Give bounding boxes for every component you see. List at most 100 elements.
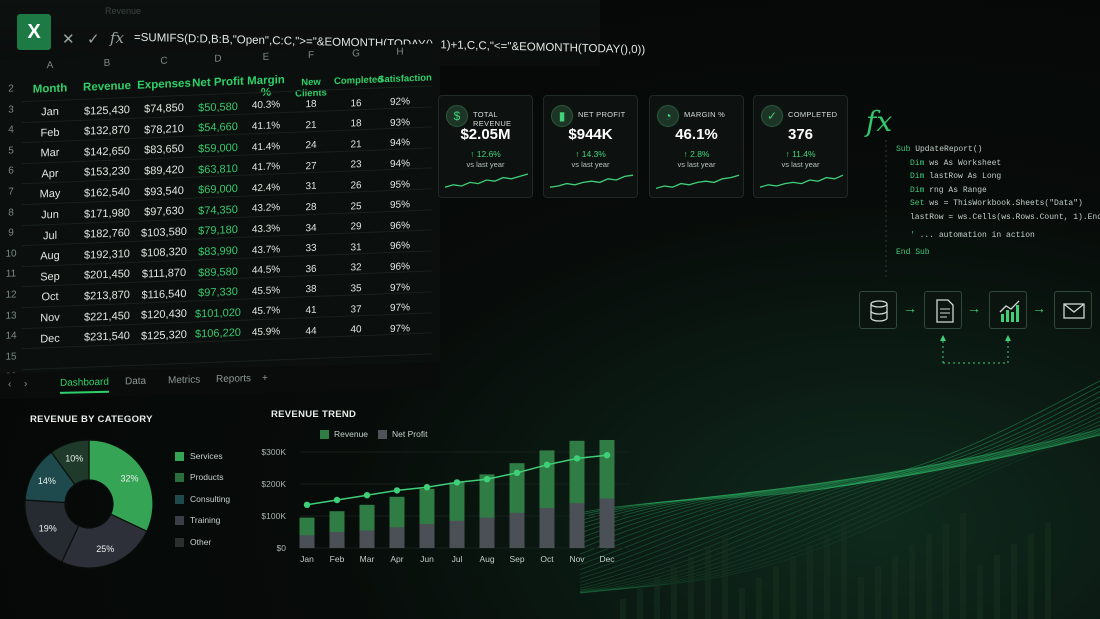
table-cell[interactable]: 93%: [389, 117, 410, 129]
table-cell[interactable]: $106,220: [195, 327, 241, 341]
table-cell[interactable]: 41.4%: [251, 140, 281, 153]
table-cell[interactable]: $120,430: [141, 308, 187, 322]
table-cell[interactable]: 41.7%: [251, 161, 281, 174]
table-cell[interactable]: 33: [305, 243, 317, 255]
table-cell[interactable]: 95%: [389, 178, 410, 191]
table-cell[interactable]: 25: [350, 200, 362, 213]
table-cell[interactable]: 28: [305, 201, 317, 214]
table-cell[interactable]: 43.7%: [251, 243, 281, 256]
table-cell[interactable]: $171,980: [84, 206, 130, 221]
table-cell[interactable]: Aug: [40, 249, 60, 263]
table-cell[interactable]: $162,540: [84, 186, 130, 200]
table-cell[interactable]: $78,210: [144, 122, 184, 137]
column-header[interactable]: G: [352, 48, 360, 60]
tab-metrics[interactable]: Metrics: [168, 374, 201, 387]
add-sheet-button[interactable]: +: [262, 372, 268, 384]
table-cell[interactable]: $59,000: [198, 141, 238, 156]
table-cell[interactable]: $63,810: [198, 162, 238, 176]
table-cell[interactable]: $93,540: [144, 184, 184, 199]
table-cell[interactable]: $192,310: [84, 247, 130, 262]
table-cell[interactable]: 43.2%: [251, 202, 281, 215]
table-cell[interactable]: Mar: [40, 146, 60, 160]
row-number[interactable]: 2: [8, 83, 14, 95]
row-number[interactable]: 13: [5, 309, 17, 322]
table-cell[interactable]: $213,870: [84, 289, 130, 303]
table-cell[interactable]: $142,650: [84, 144, 130, 159]
table-cell[interactable]: Sep: [40, 270, 60, 284]
row-number[interactable]: 9: [8, 227, 14, 239]
column-header[interactable]: B: [103, 57, 111, 70]
table-cell[interactable]: May: [39, 188, 61, 201]
row-number[interactable]: 5: [8, 145, 14, 157]
row-number[interactable]: 12: [5, 289, 17, 301]
column-header[interactable]: A: [46, 59, 54, 72]
table-cell[interactable]: 41.1%: [251, 120, 281, 133]
tab-dashboard[interactable]: Dashboard: [60, 376, 109, 394]
table-cell[interactable]: 27: [305, 160, 317, 173]
table-cell[interactable]: $221,450: [84, 309, 130, 324]
table-cell[interactable]: $83,990: [198, 244, 238, 259]
table-cell[interactable]: 45.5%: [251, 285, 281, 298]
cancel-icon[interactable]: ✕: [62, 31, 75, 48]
table-cell[interactable]: $153,230: [84, 165, 130, 180]
row-number[interactable]: 15: [5, 351, 17, 363]
table-cell[interactable]: $79,180: [198, 224, 238, 238]
table-cell[interactable]: 21: [305, 119, 317, 131]
table-cell[interactable]: 29: [350, 221, 362, 233]
table-cell[interactable]: $108,320: [141, 246, 187, 260]
table-cell[interactable]: Jun: [41, 208, 59, 222]
header-cell[interactable]: Expenses: [137, 77, 191, 92]
table-cell[interactable]: $103,580: [141, 225, 187, 240]
table-cell[interactable]: 45.9%: [251, 326, 281, 339]
column-header[interactable]: F: [307, 49, 315, 62]
header-cell[interactable]: New Clients: [295, 76, 327, 100]
table-cell[interactable]: 36: [305, 263, 317, 276]
table-cell[interactable]: $116,540: [141, 287, 187, 302]
table-cell[interactable]: 34: [305, 222, 317, 234]
row-number[interactable]: 8: [8, 207, 14, 219]
table-cell[interactable]: $69,000: [198, 183, 238, 197]
table-cell[interactable]: $89,420: [144, 163, 184, 178]
table-cell[interactable]: 94%: [389, 137, 410, 150]
row-number[interactable]: 7: [8, 186, 14, 198]
table-cell[interactable]: 97%: [389, 323, 410, 335]
table-cell[interactable]: $111,870: [141, 266, 187, 281]
table-cell[interactable]: 97%: [389, 302, 410, 315]
table-cell[interactable]: 43.3%: [251, 223, 281, 236]
table-cell[interactable]: 96%: [389, 261, 410, 274]
row-number[interactable]: 3: [8, 104, 14, 116]
table-cell[interactable]: Apr: [41, 167, 59, 181]
row-number[interactable]: 11: [5, 268, 17, 281]
table-cell[interactable]: 94%: [389, 158, 410, 171]
table-cell[interactable]: $50,580: [198, 100, 238, 115]
table-cell[interactable]: 42.4%: [251, 182, 281, 195]
function-icon[interactable]: fx: [110, 29, 125, 47]
table-cell[interactable]: 92%: [389, 96, 410, 109]
table-cell[interactable]: 40.3%: [251, 99, 281, 112]
table-cell[interactable]: $97,330: [198, 286, 238, 300]
table-cell[interactable]: $182,760: [84, 227, 130, 241]
row-number[interactable]: 4: [8, 124, 14, 136]
table-cell[interactable]: $97,630: [144, 205, 184, 219]
table-cell[interactable]: $54,660: [198, 121, 238, 135]
table-cell[interactable]: $83,650: [144, 143, 184, 157]
table-cell[interactable]: $231,540: [84, 330, 130, 344]
table-cell[interactable]: 41: [305, 304, 317, 317]
table-cell[interactable]: $74,350: [198, 203, 238, 218]
table-cell[interactable]: $125,320: [141, 328, 187, 343]
table-cell[interactable]: $89,580: [198, 265, 238, 279]
table-cell[interactable]: Nov: [40, 311, 60, 325]
column-header[interactable]: H: [396, 46, 404, 58]
scroll-right-icon[interactable]: ›: [24, 378, 28, 390]
header-cell[interactable]: Net Profit: [192, 75, 244, 90]
name-box[interactable]: Revenue: [105, 6, 142, 16]
row-number[interactable]: 6: [8, 165, 14, 178]
table-cell[interactable]: Feb: [40, 126, 60, 140]
kpi-card[interactable]: ◔ MARGIN % 46.1% ↑ 2.8% vs last year: [649, 95, 744, 198]
table-cell[interactable]: 26: [350, 180, 362, 192]
table-cell[interactable]: 97%: [389, 281, 410, 294]
row-number[interactable]: 14: [5, 330, 17, 342]
header-cell[interactable]: Month: [32, 82, 68, 96]
table-cell[interactable]: 18: [350, 118, 362, 130]
table-cell[interactable]: 95%: [389, 199, 410, 212]
